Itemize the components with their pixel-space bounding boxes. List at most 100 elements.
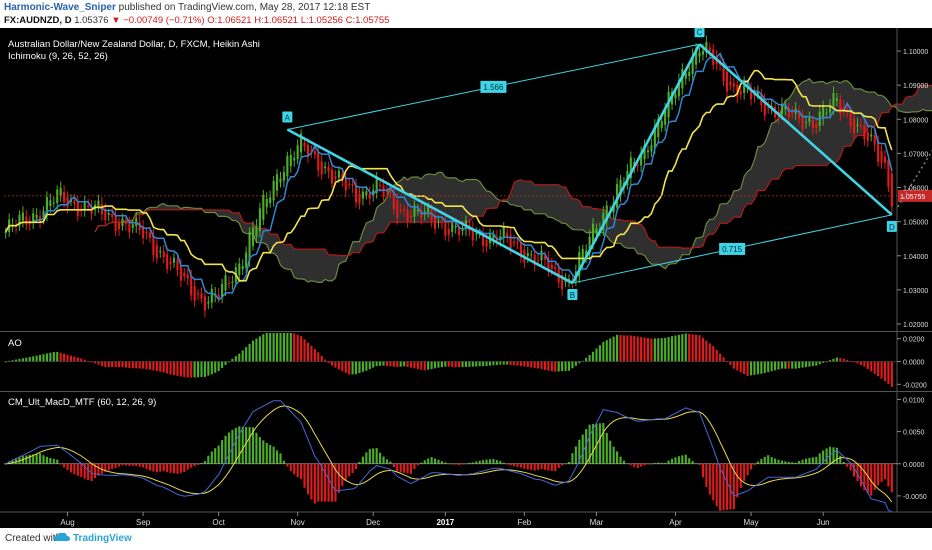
candle-body [890, 173, 893, 207]
ao-bar [214, 361, 217, 373]
price-tick-label: 1.03000 [903, 288, 928, 295]
ao-bar [506, 361, 509, 365]
ao-bar [396, 361, 399, 367]
candle-body [49, 200, 52, 207]
candle-body [217, 294, 220, 299]
macd-histogram-bar [832, 447, 835, 464]
ao-bar [784, 361, 787, 369]
macd-histogram-bar [756, 461, 759, 464]
macd-histogram-bar [739, 463, 742, 489]
macd-histogram-bar [451, 463, 454, 465]
ao-bar [846, 359, 849, 362]
candle-body [533, 254, 536, 265]
macd-histogram-bar [52, 458, 55, 464]
candle-body [155, 245, 158, 259]
candle-body [808, 117, 811, 122]
macd-histogram-bar [344, 463, 347, 481]
macd-histogram-bar [581, 434, 584, 464]
macd-histogram-bar [519, 463, 522, 468]
macd-histogram-bar [464, 463, 468, 465]
candle-body [25, 216, 28, 225]
macd-histogram-bar [282, 460, 285, 464]
ao-bar [90, 361, 93, 363]
symbol-label[interactable]: FX:AUDNZD, D [4, 15, 72, 26]
macd-histogram-bar [76, 463, 79, 476]
macd-histogram-bar [670, 458, 674, 464]
ao-bar [413, 361, 416, 369]
ao-bar [389, 361, 392, 367]
macd-histogram-bar [688, 458, 691, 464]
ao-bar [210, 361, 213, 375]
time-tick-label: Sep [136, 518, 151, 527]
ao-bar [883, 361, 887, 381]
ao-bar [777, 361, 780, 370]
candle-body [708, 47, 711, 51]
ao-bar [657, 338, 660, 362]
ao-bar [327, 361, 330, 364]
tradingview-brand[interactable]: TradingView [73, 533, 132, 544]
candle-body [547, 257, 550, 273]
pattern-point-badge [886, 220, 897, 232]
macd-histogram-bar [516, 463, 519, 468]
macd-histogram-bar [633, 463, 636, 467]
ao-bar [749, 361, 753, 376]
ao-bar [38, 354, 42, 362]
candle-body [166, 254, 169, 269]
ao-bar [767, 361, 770, 373]
ao-bar [732, 361, 735, 369]
ao-bar [832, 358, 835, 362]
pattern-point-badge [567, 289, 578, 301]
price-tick-label: 1.08000 [903, 117, 928, 124]
macd-histogram-bar [217, 445, 220, 464]
macd-histogram-bar [866, 463, 869, 494]
macd-histogram-bar [873, 463, 876, 490]
macd-histogram-bar [602, 423, 605, 464]
candle-body [619, 179, 622, 196]
candle-body [403, 209, 406, 211]
ao-bar [818, 361, 821, 365]
candle-body [646, 150, 650, 153]
ao-bar [186, 361, 189, 378]
ao-bar [121, 361, 124, 368]
ao-bar [839, 358, 842, 362]
ao-bar [633, 336, 636, 362]
candle-body [698, 52, 701, 57]
ao-bar [361, 361, 364, 372]
candle-body [128, 223, 131, 233]
candle-body [104, 209, 107, 221]
macd-histogram-bar [763, 456, 766, 464]
ao-bar [739, 361, 742, 373]
macd-histogram-bar [255, 432, 258, 464]
macd-histogram-bar [567, 461, 571, 464]
candle-body [245, 252, 248, 268]
macd-histogram-bar [97, 463, 100, 476]
ao-bar [430, 361, 433, 370]
publish-line: Harmonic-Wave_Sniper published on Tradin… [4, 2, 370, 13]
candle-body [482, 233, 485, 246]
macd-histogram-bar [111, 463, 114, 469]
macd-histogram-bar [385, 459, 389, 464]
candle-body [506, 232, 509, 238]
chart-canvas[interactable]: 1.05755 A B C D 1.566 0.715 Australian Dollar… [0, 28, 932, 528]
macd-histogram-bar [399, 463, 402, 473]
ao-bar [859, 361, 863, 366]
macd-histogram-bar [557, 463, 560, 468]
macd-histogram-bar [300, 463, 303, 480]
time-tick-label: Aug [60, 518, 74, 527]
ao-bar [221, 361, 224, 368]
candle-body [784, 106, 787, 110]
macd-histogram-bar [169, 463, 172, 473]
candle-body [375, 176, 378, 193]
macd-histogram-bar [461, 463, 464, 465]
ao-bar [193, 361, 196, 378]
ao-bar [485, 361, 488, 366]
author-link[interactable]: Harmonic-Wave_Sniper [4, 2, 116, 13]
macd-histogram-bar [629, 463, 632, 466]
macd-histogram-bar [760, 458, 763, 464]
macd-histogram-bar [200, 462, 203, 464]
ao-bar [114, 361, 117, 368]
time-tick-label: Jun [817, 518, 830, 527]
candle-body [739, 90, 742, 95]
ao-bar [399, 361, 402, 367]
macd-histogram-bar [784, 461, 787, 464]
